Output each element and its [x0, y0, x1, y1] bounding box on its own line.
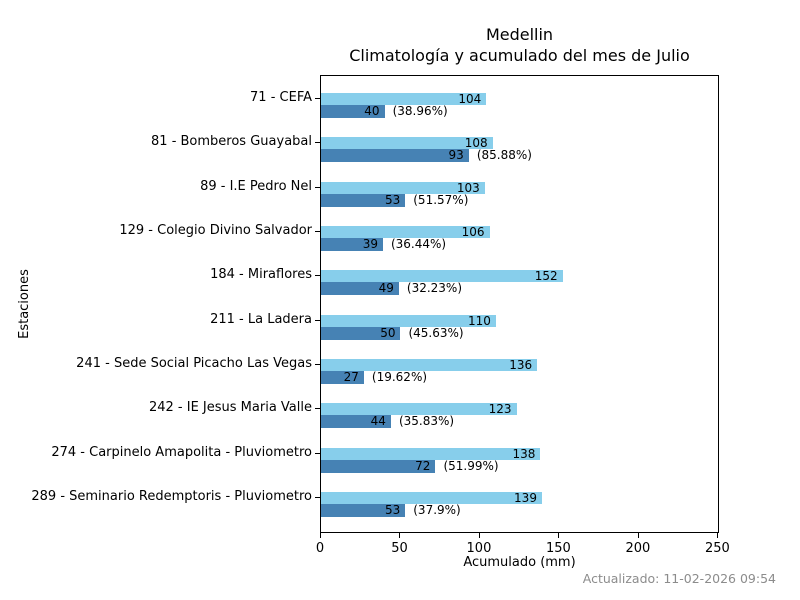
bar-percent-label: (85.88%) — [476, 148, 532, 163]
bar-percent-label: (45.63%) — [408, 325, 464, 340]
bar-acumulado — [321, 193, 406, 207]
bar-value-climatologia: 139 — [514, 490, 537, 505]
y-tick-mark — [315, 275, 320, 277]
bar-acumulado — [321, 105, 385, 118]
y-tick-label: 184 - Miraflores — [210, 267, 312, 283]
bar-climatologia — [321, 403, 517, 416]
y-tick-label: 274 - Carpinelo Amapolita - Pluviometro — [51, 444, 312, 460]
x-tick-mark — [320, 533, 321, 538]
y-tick-mark — [315, 496, 320, 498]
bar-climatologia — [321, 181, 485, 194]
bar-acumulado — [321, 370, 364, 384]
bar-percent-label: (19.62%) — [371, 369, 428, 384]
chart-title: Medellin Climatología y acumulado del me… — [320, 24, 719, 66]
bar-climatologia — [321, 270, 563, 283]
y-tick-label: 289 - Seminario Redemptoris - Pluviometr… — [31, 488, 312, 504]
x-tick-label: 0 — [315, 541, 325, 556]
plot-area: 104 40 (38.96%) 108 93 (85.88%) 103 53 (51.57%) 1… — [320, 75, 719, 533]
x-axis-label: Acumulado (mm) — [463, 555, 576, 570]
bar-value-acumulado: 27 — [343, 369, 359, 384]
updated-timestamp: Actualizado: 11-02-2026 09:54 — [582, 571, 776, 586]
y-tick-mark — [315, 319, 320, 321]
bar-value-climatologia: 136 — [509, 357, 533, 372]
y-tick-labels: 71 - CEFA 81 - Bomberos Guayabal 89 - I.E … — [0, 0, 312, 600]
y-tick-label: 81 - Bomberos Guayabal — [151, 134, 312, 150]
y-tick-label: 211 - La Ladera — [210, 311, 312, 327]
bar-climatologia — [321, 447, 541, 460]
bar-value-climatologia: 108 — [464, 136, 488, 151]
bar-acumulado — [321, 282, 399, 296]
bar-value-climatologia: 104 — [458, 92, 482, 106]
bar-value-acumulado: 72 — [415, 458, 431, 473]
bar-value-climatologia: 123 — [488, 402, 512, 417]
bar-climatologia — [321, 491, 542, 504]
bar-value-acumulado: 40 — [364, 104, 380, 118]
bar-percent-label: (38.96%) — [392, 104, 448, 118]
x-tick-mark — [478, 533, 480, 538]
y-tick-label: 71 - CEFA — [250, 90, 312, 105]
y-tick-mark — [315, 186, 320, 188]
bar-acumulado — [321, 503, 406, 517]
y-tick-mark — [315, 98, 320, 99]
bar-percent-label: (36.44%) — [390, 236, 447, 251]
bar-acumulado — [321, 237, 383, 251]
x-tick-mark — [558, 533, 560, 538]
bar-value-climatologia: 152 — [534, 269, 558, 284]
x-tick-label: 100 — [466, 541, 492, 556]
bar-climatologia — [321, 358, 538, 371]
y-tick-mark — [315, 408, 320, 410]
bar-percent-label: (37.9%) — [413, 502, 461, 517]
y-tick-label: 129 - Colegio Divino Salvador — [119, 222, 312, 238]
bar-acumulado — [321, 149, 469, 163]
bar-climatologia — [321, 137, 493, 150]
x-tick-label: 200 — [625, 541, 651, 556]
x-tick-mark — [399, 533, 401, 538]
bar-acumulado — [321, 326, 401, 340]
x-tick-label: 50 — [391, 541, 408, 556]
bar-percent-label: (51.99%) — [443, 458, 499, 473]
chart-title-line1: Medellin — [485, 25, 554, 44]
bar-climatologia — [321, 225, 490, 238]
bar-value-acumulado: 44 — [370, 414, 386, 429]
y-tick-mark — [315, 142, 320, 144]
y-tick-mark — [315, 363, 320, 365]
bar-climatologia — [321, 314, 496, 327]
y-tick-mark — [315, 230, 320, 232]
bar-acumulado — [321, 459, 436, 473]
bar-value-climatologia: 106 — [461, 224, 485, 239]
bar-percent-label: (32.23%) — [406, 281, 463, 296]
y-tick-mark — [315, 452, 320, 454]
x-tick-mark — [717, 533, 719, 538]
bar-value-climatologia: 138 — [512, 446, 536, 461]
bar-value-acumulado: 53 — [384, 502, 401, 517]
y-tick-label: 89 - I.E Pedro Nel — [200, 178, 312, 194]
bar-climatologia — [321, 93, 487, 105]
bar-percent-label: (35.83%) — [398, 414, 455, 429]
bar-value-climatologia: 103 — [456, 180, 480, 195]
bar-value-acumulado: 53 — [384, 192, 401, 207]
bar-value-acumulado: 39 — [362, 236, 378, 251]
x-tick-label: 250 — [704, 541, 730, 556]
bar-acumulado — [321, 415, 391, 429]
y-tick-label: 242 - IE Jesus Maria Valle — [148, 400, 312, 416]
x-tick-mark — [637, 533, 639, 538]
bar-value-climatologia: 110 — [467, 313, 491, 328]
bar-percent-label: (51.57%) — [413, 192, 469, 207]
chart-title-line2: Climatología y acumulado del mes de Juli… — [349, 46, 690, 65]
bar-value-acumulado: 93 — [448, 148, 464, 163]
bar-value-acumulado: 50 — [380, 325, 396, 340]
bar-value-acumulado: 49 — [378, 281, 394, 296]
x-tick-label: 150 — [546, 541, 571, 556]
y-tick-label: 241 - Sede Social Picacho Las Vegas — [76, 355, 312, 371]
